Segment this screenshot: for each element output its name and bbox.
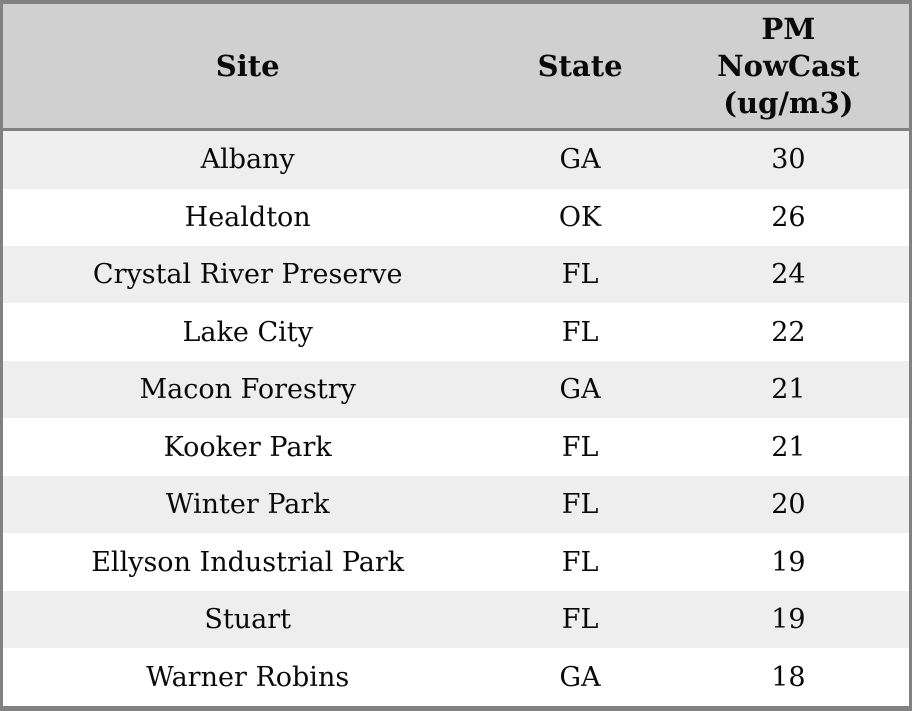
table-row: Lake City FL 22 bbox=[1, 303, 911, 361]
column-header-site: Site bbox=[1, 2, 493, 131]
table-row: Albany GA 30 bbox=[1, 129, 911, 189]
site-cell: Warner Robins bbox=[146, 661, 350, 693]
header-row: Site State PM NowCast (ug/m3) bbox=[1, 2, 911, 131]
state-cell: FL bbox=[561, 316, 599, 348]
table-row: Winter Park FL 20 bbox=[1, 475, 911, 534]
pm-nowcast-cell: 22 bbox=[771, 316, 806, 348]
site-cell: Winter Park bbox=[165, 489, 330, 521]
column-header-state: State bbox=[492, 2, 668, 131]
site-cell: Albany bbox=[200, 144, 295, 176]
table-row: Stuart FL 19 bbox=[1, 590, 911, 649]
pm-nowcast-cell: 18 bbox=[771, 661, 806, 693]
pm-nowcast-cell: 30 bbox=[771, 144, 806, 176]
pm-nowcast-cell: 21 bbox=[771, 374, 806, 406]
table-row: Crystal River Preserve FL 24 bbox=[1, 245, 911, 304]
table-header: Site State PM NowCast (ug/m3) bbox=[1, 2, 911, 131]
state-cell: FL bbox=[561, 259, 599, 291]
table-body: Albany GA 30 Healdton OK 26 Crystal Rive… bbox=[1, 129, 911, 709]
pm-nowcast-cell: 20 bbox=[771, 489, 806, 521]
pm-nowcast-cell: 19 bbox=[771, 604, 806, 636]
state-cell: GA bbox=[559, 661, 601, 693]
state-cell: FL bbox=[561, 489, 599, 521]
site-cell: Crystal River Preserve bbox=[92, 259, 403, 291]
pm-nowcast-cell: 26 bbox=[771, 201, 806, 233]
pm-nowcast-cell: 24 bbox=[771, 259, 806, 291]
pm-nowcast-header-label: PM NowCast (ug/m3) bbox=[717, 11, 860, 120]
table-row: Healdton OK 26 bbox=[1, 188, 911, 246]
state-cell: GA bbox=[559, 144, 601, 176]
site-cell: Lake City bbox=[182, 316, 313, 348]
table-row: Warner Robins GA 18 bbox=[1, 648, 911, 709]
table-row: Kooker Park FL 21 bbox=[1, 418, 911, 476]
site-cell: Healdton bbox=[184, 201, 311, 233]
state-cell: FL bbox=[561, 604, 599, 636]
site-cell: Kooker Park bbox=[163, 431, 332, 463]
state-cell: FL bbox=[561, 431, 599, 463]
site-cell: Ellyson Industrial Park bbox=[91, 546, 405, 578]
column-header-pm-nowcast: PM NowCast (ug/m3) bbox=[667, 2, 911, 131]
table-row: Macon Forestry GA 21 bbox=[1, 360, 911, 419]
pm-nowcast-cell: 21 bbox=[771, 431, 806, 463]
pm-nowcast-cell: 19 bbox=[771, 546, 806, 578]
site-cell: Stuart bbox=[204, 604, 291, 636]
table-row: Ellyson Industrial Park FL 19 bbox=[1, 533, 911, 591]
state-cell: FL bbox=[561, 546, 599, 578]
state-cell: OK bbox=[558, 201, 602, 233]
state-cell: GA bbox=[559, 374, 601, 406]
site-cell: Macon Forestry bbox=[139, 374, 356, 406]
